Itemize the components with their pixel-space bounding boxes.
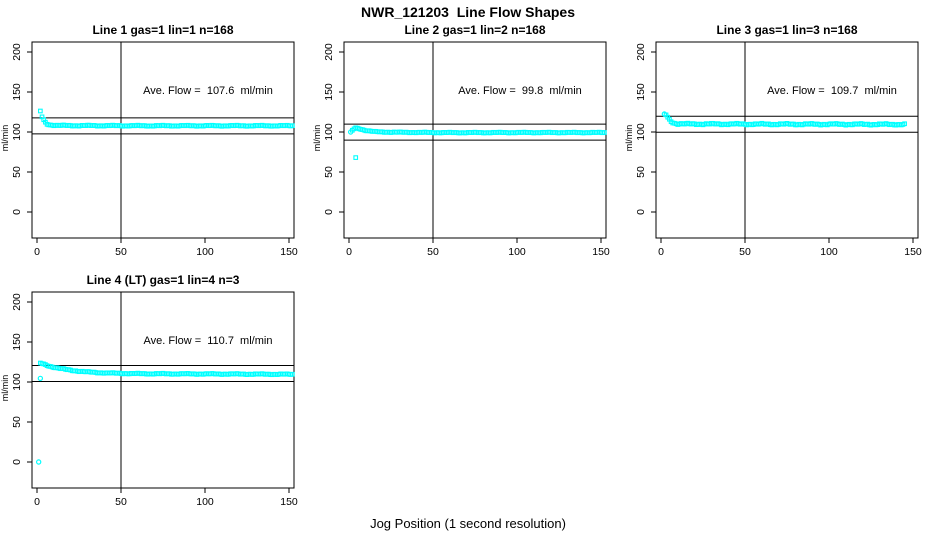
data-point — [290, 123, 295, 129]
x-tick-label: 50 — [115, 246, 127, 258]
y-axis-unit-label: ml/min — [0, 375, 10, 402]
panel-line-4: 0 50 100 150 0 50 100 150 200 ml/min Line 4 (LT) g… — [0, 270, 312, 520]
y-tick-label: 150 — [635, 83, 647, 101]
y-tick-label: 0 — [11, 459, 23, 465]
data-point — [602, 130, 607, 135]
x-tick-label: 0 — [346, 246, 352, 258]
data-series — [38, 108, 295, 129]
y-tick-label: 50 — [11, 166, 23, 178]
panel-title: Line 2 gas=1 lin=2 n=168 — [404, 23, 545, 37]
outlier-point — [347, 129, 354, 135]
y-axis-unit-label: ml/min — [312, 125, 322, 152]
outlier-point — [37, 375, 44, 382]
panel-title: Line 1 gas=1 lin=1 n=168 — [92, 23, 233, 37]
ave-flow-annotation: Ave. Flow = 110.7 ml/min — [144, 335, 273, 347]
x-tick-label: 100 — [196, 496, 214, 508]
y-tick-label: 100 — [11, 373, 23, 391]
x-tick-label: 150 — [280, 246, 298, 258]
panel-line-3: 0 50 100 150 0 50 100 150 200 ml/min Line 3 gas=1 … — [624, 20, 936, 270]
x-tick-label: 0 — [34, 496, 40, 508]
y-tick-label: 50 — [635, 166, 647, 178]
panel-line-2: 0 50 100 150 0 50 100 150 200 ml/min Line 2 gas=1 … — [312, 20, 624, 270]
x-tick-label: 50 — [115, 496, 127, 508]
x-tick-label: 150 — [280, 496, 298, 508]
y-tick-label: 200 — [11, 43, 23, 61]
x-tick-label: 0 — [658, 246, 664, 258]
y-tick-label: 200 — [635, 43, 647, 61]
y-tick-label: 150 — [11, 333, 23, 351]
y-tick-label: 100 — [11, 123, 23, 141]
y-tick-label: 50 — [323, 166, 335, 178]
y-tick-label: 100 — [323, 123, 335, 141]
y-tick-label: 0 — [635, 209, 647, 215]
ave-flow-annotation: Ave. Flow = 99.8 ml/min — [458, 85, 582, 97]
x-tick-label: 50 — [427, 246, 439, 258]
y-axis-unit-label: ml/min — [624, 125, 634, 152]
data-point — [290, 371, 295, 377]
panel-title: Line 3 gas=1 lin=3 n=168 — [716, 23, 857, 37]
y-tick-label: 0 — [11, 209, 23, 215]
ave-flow-annotation: Ave. Flow = 107.6 ml/min — [143, 85, 273, 97]
y-tick-label: 50 — [11, 416, 23, 428]
y-tick-label: 200 — [323, 43, 335, 61]
outlier-point — [35, 459, 42, 465]
y-tick-label: 200 — [11, 293, 23, 311]
panel-svg: 0 50 100 150 0 50 100 150 200 ml/min Line 2 gas=1 … — [312, 23, 610, 258]
panel-title: Line 4 (LT) gas=1 lin=4 n=3 — [87, 273, 240, 287]
y-tick-label: 150 — [11, 83, 23, 101]
data-series — [661, 111, 907, 128]
data-series — [35, 360, 295, 465]
x-axis-title: Jog Position (1 second resolution) — [370, 516, 566, 531]
y-axis-unit-label: ml/min — [0, 125, 10, 152]
panel-svg: 0 50 100 150 0 50 100 150 200 ml/min Line 3 gas=1 … — [624, 23, 922, 258]
outlier-point — [661, 111, 668, 117]
plot-box — [31, 41, 295, 239]
outlier-point — [353, 155, 359, 160]
x-tick-label: 100 — [820, 246, 838, 258]
figure-title: NWR_121203 Line Flow Shapes — [361, 4, 575, 20]
y-tick-label: 0 — [323, 209, 335, 215]
x-tick-label: 100 — [508, 246, 526, 258]
x-tick-label: 0 — [34, 246, 40, 258]
panel-line-1: 0 50 100 150 0 50 100 150 200 ml/min Line 1 gas=1 … — [0, 20, 312, 270]
data-point — [902, 121, 907, 127]
panel-svg: 0 50 100 150 0 50 100 150 200 ml/min Line 1 gas=1 … — [0, 23, 298, 258]
ave-flow-annotation: Ave. Flow = 109.7 ml/min — [767, 85, 897, 97]
x-tick-label: 50 — [739, 246, 751, 258]
y-tick-label: 150 — [323, 83, 335, 101]
y-tick-label: 100 — [635, 123, 647, 141]
plot-box — [655, 41, 919, 239]
data-series — [347, 125, 607, 160]
data-point — [38, 108, 43, 114]
plot-box — [31, 291, 295, 489]
x-tick-label: 150 — [592, 246, 610, 258]
x-tick-label: 100 — [196, 246, 214, 258]
x-tick-label: 150 — [904, 246, 922, 258]
panel-svg: 0 50 100 150 0 50 100 150 200 ml/min Line 4 (LT) g… — [0, 273, 298, 508]
